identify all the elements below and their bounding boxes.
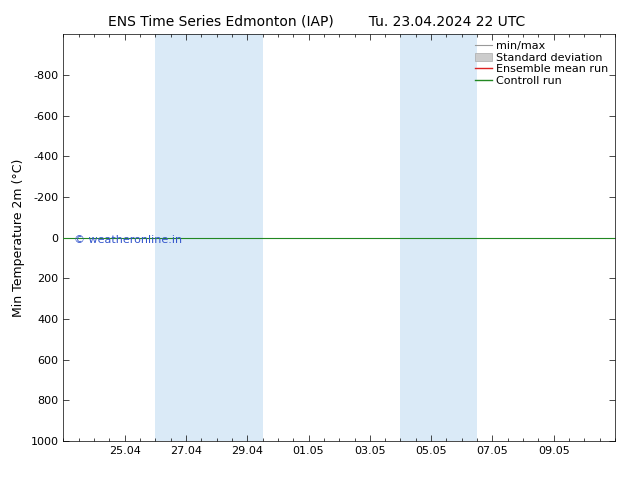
Text: © weatheronline.in: © weatheronline.in <box>74 235 183 245</box>
Text: ENS Time Series Edmonton (IAP)        Tu. 23.04.2024 22 UTC: ENS Time Series Edmonton (IAP) Tu. 23.04… <box>108 15 526 29</box>
Y-axis label: Min Temperature 2m (°C): Min Temperature 2m (°C) <box>12 158 25 317</box>
Legend: min/max, Standard deviation, Ensemble mean run, Controll run: min/max, Standard deviation, Ensemble me… <box>472 38 612 89</box>
Bar <box>401 34 477 441</box>
Bar <box>155 34 262 441</box>
